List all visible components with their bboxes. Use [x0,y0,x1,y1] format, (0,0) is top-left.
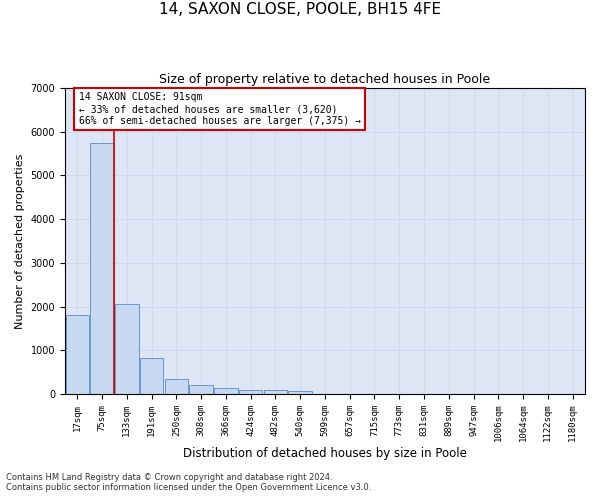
Text: 14, SAXON CLOSE, POOLE, BH15 4FE: 14, SAXON CLOSE, POOLE, BH15 4FE [159,2,441,18]
Bar [214,388,238,394]
Title: Size of property relative to detached houses in Poole: Size of property relative to detached ho… [160,72,491,86]
Bar [90,142,114,394]
Bar [164,379,188,394]
X-axis label: Distribution of detached houses by size in Poole: Distribution of detached houses by size … [183,447,467,460]
Bar [239,390,262,394]
Bar [190,385,213,394]
Text: 14 SAXON CLOSE: 91sqm
← 33% of detached houses are smaller (3,620)
66% of semi-d: 14 SAXON CLOSE: 91sqm ← 33% of detached … [79,92,361,126]
Bar [65,316,89,394]
Y-axis label: Number of detached properties: Number of detached properties [15,154,25,329]
Bar [263,390,287,394]
Bar [140,358,163,394]
Text: Contains HM Land Registry data © Crown copyright and database right 2024.
Contai: Contains HM Land Registry data © Crown c… [6,473,371,492]
Bar [115,304,139,394]
Bar [289,392,312,394]
